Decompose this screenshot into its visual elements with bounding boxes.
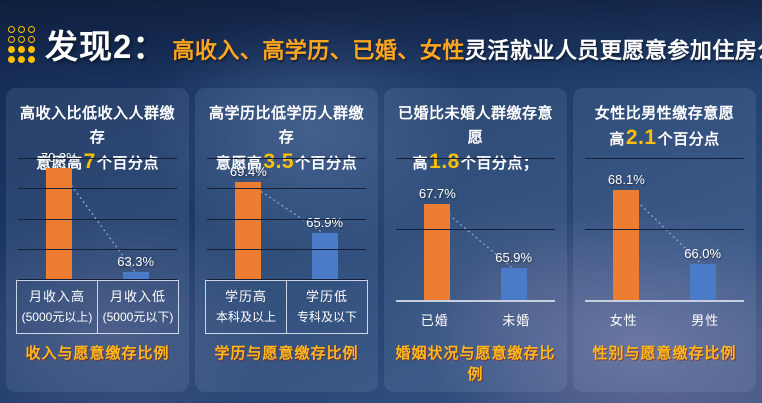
value-label: 70.3% bbox=[40, 150, 78, 165]
highlight-number: 2.1 bbox=[625, 126, 657, 149]
gender-caption: 性别与愿意缴存比例 bbox=[592, 345, 737, 362]
marriage-panel: 已婚比未婚人群缴存意愿 高1.8个百分点； 67.7% 65.9% 已婚 未婚 婚… bbox=[384, 88, 567, 392]
category-labels: 学历高 本科及以上 学历低 专科及以下 bbox=[205, 280, 368, 334]
title-highlight: 高收入、高学历、已婚、女性 bbox=[172, 38, 465, 63]
gridline bbox=[207, 248, 366, 250]
education-panel: 高学历比低学历人群缴存 意愿高3.5个百分点 69.4% 65.9% 学历高 本科及… bbox=[195, 88, 378, 392]
category-married: 已婚 bbox=[420, 313, 449, 328]
bar-income-low bbox=[122, 272, 149, 279]
header: 发现2： 高收入、高学历、已婚、女性 灵活就业人员更愿意参加住房公积金制度 bbox=[8, 20, 762, 68]
category-education-high: 学历高 本科及以上 bbox=[215, 289, 276, 324]
marriage-bar-chart: 67.7% 65.9% bbox=[396, 158, 555, 302]
category-male: 男性 bbox=[691, 313, 720, 328]
bar-male bbox=[689, 264, 716, 300]
category-female: 女性 bbox=[609, 313, 638, 328]
footnote: *注：图示为选择“非常愿意” “较为愿意”参加住房公积金制度的比例情况 bbox=[30, 399, 762, 403]
title-finding-label: 发现2： bbox=[45, 28, 167, 65]
marriage-caption: 婚姻状况与愿意缴存比例 bbox=[395, 345, 556, 383]
gridline bbox=[585, 158, 744, 159]
highlight-number: 7 bbox=[83, 150, 96, 173]
gridline bbox=[585, 229, 744, 230]
value-label: 69.4% bbox=[229, 164, 267, 179]
category-labels: 月收入高 (5000元以上) 月收入低 (5000元以下) bbox=[16, 280, 179, 334]
value-label: 65.9% bbox=[495, 250, 533, 265]
gridline bbox=[18, 218, 177, 220]
education-caption: 学历与愿意缴存比例 bbox=[214, 345, 359, 362]
education-bar-chart: 69.4% 65.9% bbox=[207, 158, 366, 280]
gender-panel-title: 女性比男性缴存意愿 高2.1个百分点 bbox=[594, 105, 735, 149]
gridline bbox=[396, 229, 555, 230]
title-rest: 灵活就业人员更愿意参加住房公积金制度 bbox=[464, 38, 762, 63]
education-panel-title: 高学历比低学历人群缴存 意愿高3.5个百分点 bbox=[208, 105, 364, 173]
gender-panel: 女性比男性缴存意愿 高2.1个百分点 68.1% 66.0% 女性 男性 性别与愿… bbox=[573, 88, 756, 392]
income-panel-title: 高收入比低收入人群缴存 意愿高7个百分点 bbox=[19, 105, 175, 173]
bar-married bbox=[424, 204, 451, 300]
bar-income-high bbox=[46, 168, 73, 279]
bar-education-low bbox=[311, 233, 338, 279]
value-label: 63.3% bbox=[117, 254, 155, 269]
chart-panels: 高收入比低收入人群缴存 意愿高7个百分点 70.3% 63.3% 月收入高 (500… bbox=[6, 88, 756, 392]
value-label: 67.7% bbox=[418, 186, 456, 201]
bar-unmarried bbox=[500, 268, 527, 300]
category-labels: 女性 男性 bbox=[583, 302, 746, 334]
gridline bbox=[207, 158, 366, 159]
gridline bbox=[396, 158, 555, 159]
gridline bbox=[18, 248, 177, 250]
value-label: 66.0% bbox=[684, 246, 722, 261]
gridline bbox=[18, 158, 177, 159]
gridline bbox=[207, 188, 366, 190]
income-panel: 高收入比低收入人群缴存 意愿高7个百分点 70.3% 63.3% 月收入高 (500… bbox=[6, 88, 189, 392]
income-bar-chart: 70.3% 63.3% bbox=[18, 150, 177, 280]
category-labels: 已婚 未婚 bbox=[394, 302, 557, 334]
category-income-high: 月收入高 (5000元以上) bbox=[21, 289, 93, 324]
highlight-number: 3.5 bbox=[263, 150, 295, 173]
value-label: 65.9% bbox=[306, 215, 344, 230]
gender-bar-chart: 68.1% 66.0% bbox=[585, 158, 744, 302]
category-unmarried: 未婚 bbox=[502, 313, 531, 328]
gridline bbox=[18, 188, 177, 190]
category-income-low: 月收入低 (5000元以下) bbox=[97, 281, 178, 333]
gridline bbox=[207, 218, 366, 220]
dots-grid-icon bbox=[8, 25, 35, 63]
category-education-low: 学历低 专科及以下 bbox=[286, 281, 367, 333]
income-caption: 收入与愿意缴存比例 bbox=[25, 345, 170, 362]
highlight-number: 1.8 bbox=[429, 150, 460, 173]
value-label: 68.1% bbox=[607, 172, 645, 187]
bar-education-high bbox=[235, 182, 262, 279]
page-title: 发现2： 高收入、高学历、已婚、女性 灵活就业人员更愿意参加住房公积金制度 bbox=[45, 20, 762, 68]
marriage-panel-title: 已婚比未婚人群缴存意愿 高1.8个百分点； bbox=[397, 105, 553, 173]
bar-female bbox=[613, 190, 640, 300]
